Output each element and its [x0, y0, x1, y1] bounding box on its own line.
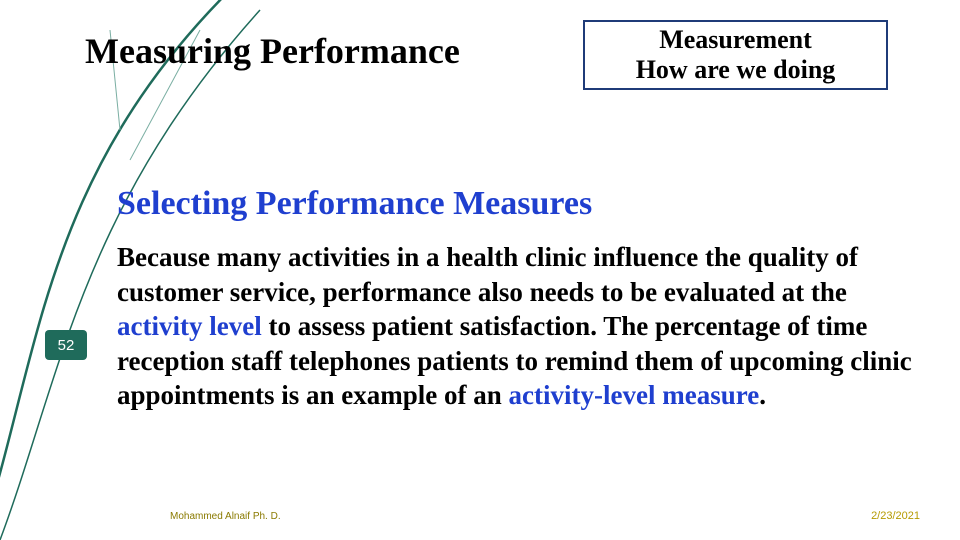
callout-line2: How are we doing [585, 55, 886, 85]
footer-author: Mohammed Alnaif Ph. D. [170, 511, 281, 522]
highlight-activity-level-measure: activity-level measure [509, 380, 760, 410]
callout-line1: Measurement [585, 25, 886, 55]
body-text-3: . [759, 380, 766, 410]
section-subtitle: Selecting Performance Measures [117, 185, 592, 223]
callout-box: Measurement How are we doing [583, 20, 888, 90]
slide-title: Measuring Performance [85, 30, 460, 72]
body-paragraph: Because many activities in a health clin… [117, 240, 937, 413]
footer-date: 2/23/2021 [871, 510, 920, 522]
highlight-activity-level: activity level [117, 311, 262, 341]
slide-number-badge: 52 [45, 330, 87, 360]
body-text-1: Because many activities in a health clin… [117, 242, 858, 307]
slide: Measuring Performance Measurement How ar… [0, 0, 960, 540]
